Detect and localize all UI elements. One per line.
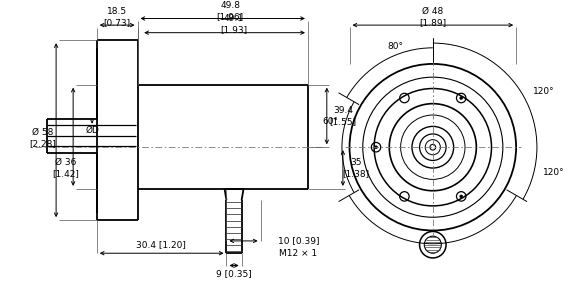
Text: 10 [0.39]: 10 [0.39] xyxy=(278,236,319,245)
Circle shape xyxy=(460,97,463,99)
Text: Ø 36
[1.42]: Ø 36 [1.42] xyxy=(52,158,79,178)
Text: 9 [0.35]: 9 [0.35] xyxy=(216,269,252,278)
Text: 35
[1.38]: 35 [1.38] xyxy=(343,158,369,178)
Text: Ø 58
[2.28]: Ø 58 [2.28] xyxy=(30,128,57,148)
Text: 18.5
[0.73]: 18.5 [0.73] xyxy=(103,7,131,27)
Text: ØD: ØD xyxy=(85,126,99,135)
Text: Ø 48
[1.89]: Ø 48 [1.89] xyxy=(419,7,447,27)
Text: 60°: 60° xyxy=(323,117,339,126)
Text: 39.4
[1.55]: 39.4 [1.55] xyxy=(329,106,356,126)
Circle shape xyxy=(375,146,377,149)
Text: M12 × 1: M12 × 1 xyxy=(279,249,317,258)
Text: 120°: 120° xyxy=(533,87,554,96)
Text: 80°: 80° xyxy=(387,42,404,51)
Text: 49.8
[1.96]: 49.8 [1.96] xyxy=(217,1,244,21)
Text: 120°: 120° xyxy=(543,168,565,177)
Text: 30.4 [1.20]: 30.4 [1.20] xyxy=(136,240,186,249)
Circle shape xyxy=(460,195,463,198)
Text: 49.1
[1.93]: 49.1 [1.93] xyxy=(220,14,248,34)
